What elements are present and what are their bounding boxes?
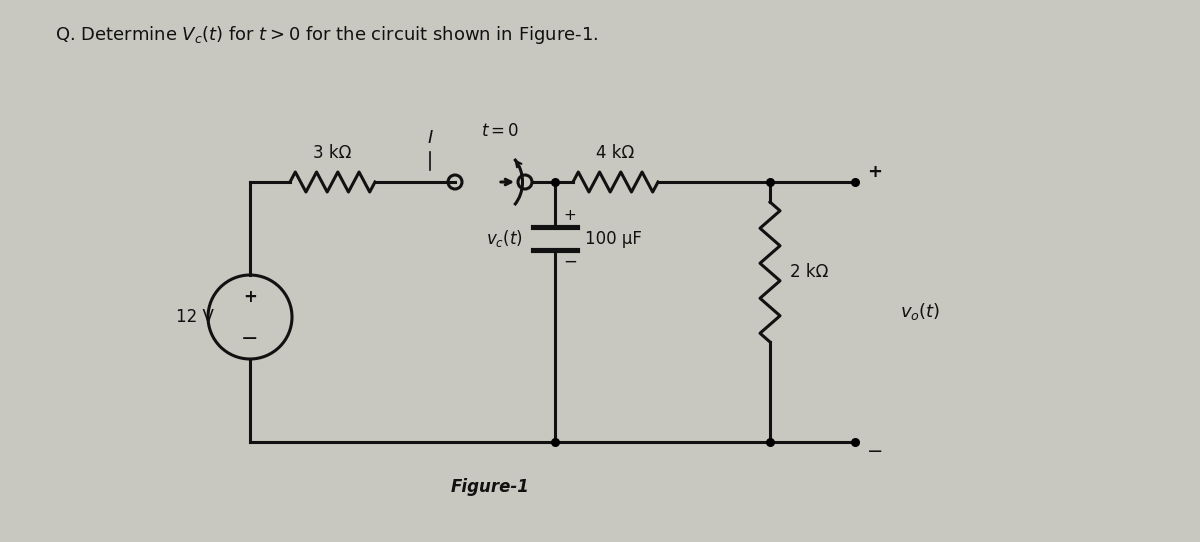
Text: 4 kΩ: 4 kΩ: [596, 144, 635, 162]
Text: 12 V: 12 V: [176, 308, 214, 326]
Text: −: −: [563, 253, 577, 271]
Text: $v_c(t)$: $v_c(t)$: [486, 228, 523, 249]
Text: +: +: [563, 208, 576, 223]
Text: I: I: [427, 129, 433, 147]
Text: +: +: [866, 163, 882, 181]
Text: 2 kΩ: 2 kΩ: [790, 263, 828, 281]
Text: Q. Determine $V_c(t)$ for $t > 0$ for the circuit shown in Figure-1.: Q. Determine $V_c(t)$ for $t > 0$ for th…: [55, 24, 599, 46]
Text: −: −: [866, 442, 883, 461]
Text: $t = 0$: $t = 0$: [481, 122, 520, 140]
Text: +: +: [244, 288, 257, 306]
Text: 100 μF: 100 μF: [586, 229, 642, 248]
Text: $v_o(t)$: $v_o(t)$: [900, 301, 941, 322]
Text: Figure-1: Figure-1: [450, 478, 529, 496]
Text: −: −: [241, 329, 259, 349]
Text: 3 kΩ: 3 kΩ: [313, 144, 352, 162]
